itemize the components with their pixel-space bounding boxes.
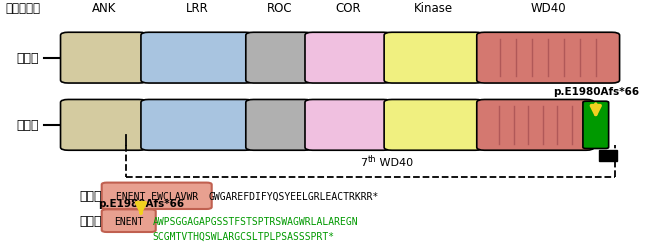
FancyBboxPatch shape [583,102,608,149]
Text: Kinase: Kinase [414,2,453,15]
Text: LRR: LRR [185,2,208,15]
FancyBboxPatch shape [476,100,594,151]
FancyBboxPatch shape [476,33,619,84]
Text: 7: 7 [360,158,367,168]
Text: GWGAREFDIFYQSYEELGRLEACTRKRR*: GWGAREFDIFYQSYEELGRLEACTRKRR* [209,191,379,201]
Bar [599,150,617,161]
FancyBboxPatch shape [141,100,253,151]
FancyBboxPatch shape [141,33,253,84]
Text: ENENT EWCLAVWR: ENENT EWCLAVWR [116,191,198,201]
Text: ENENT: ENENT [114,216,144,226]
Text: AWPSGGAGAPGSSTFSTSPTRSWAGWRLALAREGN: AWPSGGAGAPGSSTFSTSPTRSWAGWRLALAREGN [153,216,358,226]
Text: ドメイン：: ドメイン： [6,2,41,15]
Text: ROC: ROC [266,2,292,15]
Text: 正常型: 正常型 [17,52,39,65]
FancyBboxPatch shape [246,33,312,84]
FancyBboxPatch shape [384,100,483,151]
FancyBboxPatch shape [305,100,391,151]
FancyBboxPatch shape [246,100,312,151]
Text: ANK: ANK [92,2,116,15]
FancyBboxPatch shape [101,183,212,209]
Text: p.E1980Afs*66: p.E1980Afs*66 [98,198,184,208]
Text: WD40: WD40 [376,158,413,168]
Text: WD40: WD40 [530,2,566,15]
Text: th: th [367,155,376,164]
Text: SCGMTVTHQSWLARGCSLTPLPSASSSPRT*: SCGMTVTHQSWLARGCSLTPLPSASSSPRT* [153,231,335,241]
Text: 変異型: 変異型 [17,119,39,132]
FancyBboxPatch shape [60,100,147,151]
Text: 正常型: 正常型 [80,190,102,202]
Text: p.E1980Afs*66: p.E1980Afs*66 [552,87,639,97]
Text: COR: COR [335,2,361,15]
Text: 変異型: 変異型 [80,214,102,227]
FancyBboxPatch shape [101,210,156,232]
FancyBboxPatch shape [305,33,391,84]
FancyBboxPatch shape [60,33,147,84]
FancyBboxPatch shape [384,33,483,84]
